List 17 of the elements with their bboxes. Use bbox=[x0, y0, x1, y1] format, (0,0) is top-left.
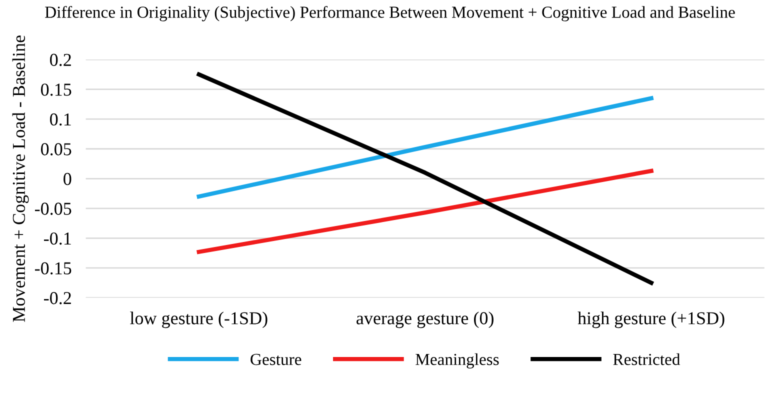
y-tick-label: 0 bbox=[64, 172, 72, 186]
legend-label: Restricted bbox=[613, 353, 680, 366]
x-tick-label: high gesture (+1SD) bbox=[578, 312, 724, 328]
x-tick-label: average gesture (0) bbox=[356, 312, 494, 328]
y-tick-label: -0.05 bbox=[34, 202, 72, 215]
y-tick-label: 0.15 bbox=[41, 84, 72, 96]
y-tick-label: 0.05 bbox=[41, 143, 72, 156]
x-tick-label: low gesture (-1SD) bbox=[130, 312, 268, 328]
y-tick-label: 0.2 bbox=[50, 54, 71, 66]
y-tick-label: 0.1 bbox=[50, 113, 71, 126]
y-axis-title: Movement + Cognitive Load - Baseline bbox=[12, 36, 29, 322]
legend-label: Gesture bbox=[250, 354, 302, 366]
y-tick-label: -0.2 bbox=[44, 292, 71, 304]
y-tick-label: -0.15 bbox=[34, 262, 72, 274]
legend-label: Meaningless bbox=[416, 353, 499, 369]
chart-title: Difference in Originality (Subjective) Performance Between Movement + Cognitive Load and Baseline bbox=[45, 6, 735, 22]
y-tick-label: -0.1 bbox=[44, 232, 71, 245]
